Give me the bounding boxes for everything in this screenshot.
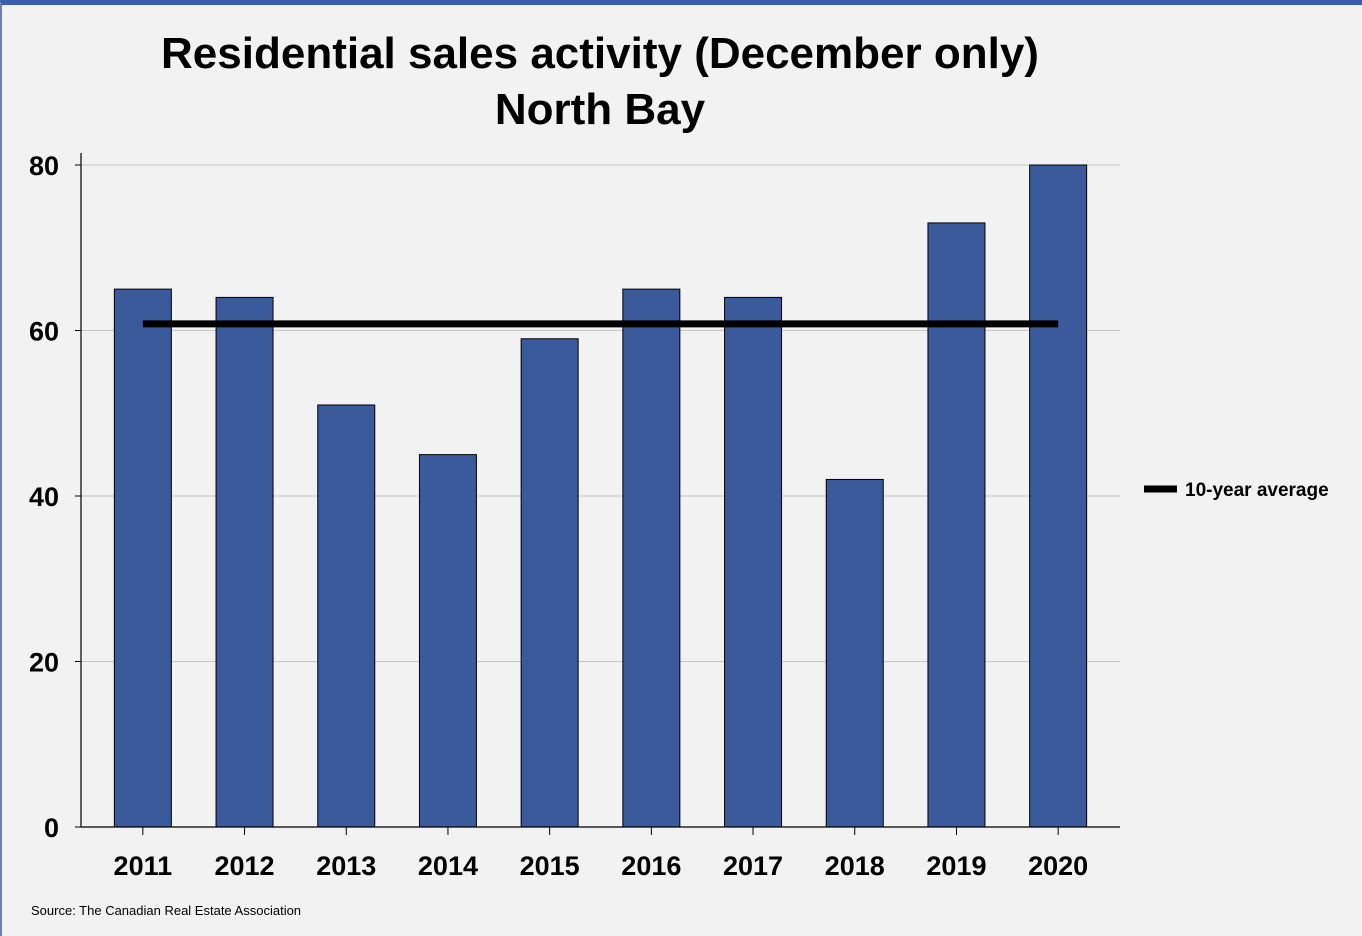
- x-tick-label: 2017: [723, 851, 783, 881]
- x-tick-label: 2019: [926, 851, 986, 881]
- bar-2014: [418, 454, 477, 828]
- y-tick-label: 80: [29, 151, 59, 181]
- bar-2019: [927, 222, 986, 828]
- chart-title: Residential sales activity (December onl…: [161, 29, 1039, 78]
- x-tick-label: 2020: [1028, 851, 1088, 881]
- x-tick-label: 2011: [114, 851, 173, 881]
- legend: 10-year average: [1144, 480, 1329, 501]
- chart-subtitle: North Bay: [494, 85, 706, 134]
- bar-2020: [1029, 164, 1088, 828]
- legend-label-average: 10-year average: [1185, 480, 1329, 501]
- bar-2015: [520, 338, 579, 828]
- y-tick-label: 20: [29, 648, 59, 678]
- bar-2018: [825, 478, 884, 828]
- x-tick-label: 2013: [316, 851, 376, 881]
- bar-2017: [724, 296, 783, 828]
- x-tick-label: 2018: [825, 851, 885, 881]
- y-tick-label: 0: [44, 813, 59, 843]
- source-note: Source: The Canadian Real Estate Associa…: [31, 903, 302, 918]
- x-tick-label: 2014: [418, 851, 478, 881]
- y-tick-label: 60: [29, 317, 59, 347]
- bar-2012: [215, 296, 274, 828]
- x-tick-label: 2012: [215, 851, 275, 881]
- y-tick-label: 40: [29, 482, 59, 512]
- bar-2013: [317, 404, 376, 828]
- axes: 0 20 40 60 80 2011 2012 2013 2014 2015 2016 2017 201…: [29, 151, 1120, 881]
- x-tick-label: 2016: [621, 851, 681, 881]
- bar-2016: [622, 288, 681, 828]
- bar-2011: [113, 288, 172, 828]
- x-tick-label: 2015: [520, 851, 580, 881]
